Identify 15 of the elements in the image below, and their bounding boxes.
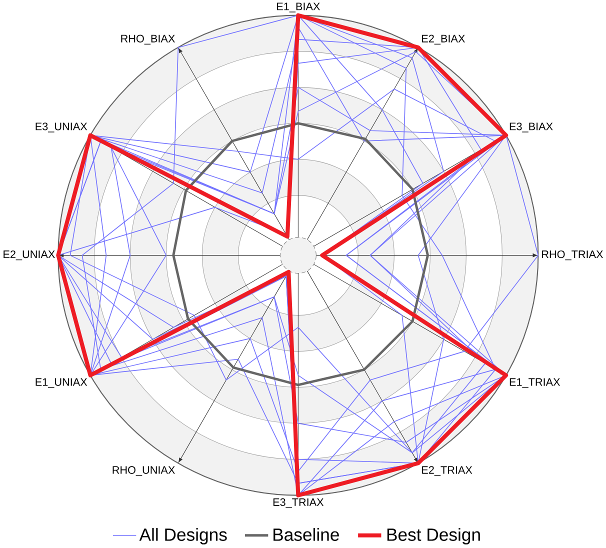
- spoke-label: E3_UNIAX: [36, 122, 88, 132]
- spoke-label: E1_TRIAX: [510, 378, 560, 388]
- spoke-label: E1_BIAX: [277, 2, 320, 12]
- spoke-label: E2_UNIAX: [4, 250, 55, 260]
- legend-label: Baseline: [274, 528, 339, 541]
- legend-label: All Designs: [139, 528, 227, 544]
- legend-label: Best Design: [387, 528, 480, 544]
- spoke-label: RHO_UNIAX: [112, 466, 175, 476]
- spoke-label: E3_BIAX: [510, 122, 553, 132]
- spoke-label: RHO_BIAX: [121, 34, 175, 44]
- spoke-label: RHO_TRIAX: [542, 250, 604, 260]
- spoke-label: E3_TRIAX: [273, 498, 324, 508]
- spoke-label: E1_UNIAX: [36, 378, 88, 388]
- spoke-label: E2_TRIAX: [422, 466, 472, 476]
- spoke-label: E2_BIAX: [422, 34, 465, 44]
